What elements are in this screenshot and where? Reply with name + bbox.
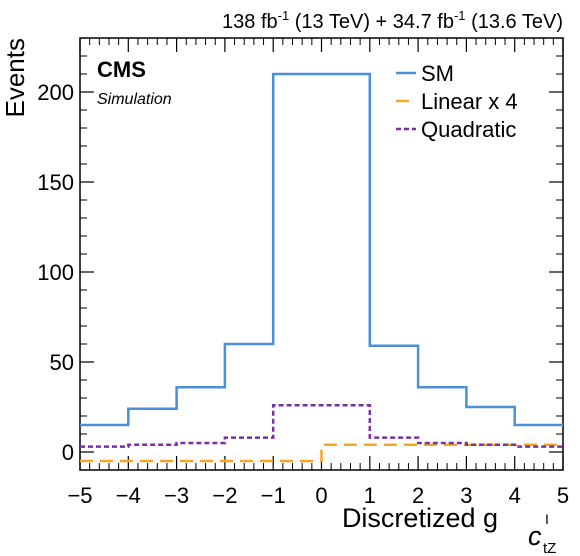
x-tick-label: 1 — [364, 483, 376, 508]
luminosity-header: 138 fb-1 (13 TeV) + 34.7 fb-1 (13.6 TeV) — [222, 8, 563, 33]
legend: SM Linear x 4 Quadratic — [396, 61, 518, 142]
x-tick-label: −2 — [212, 483, 237, 508]
x-tick-labels: −5 −4 −3 −2 −1 0 1 2 3 4 5 — [67, 483, 569, 508]
lumi-run2-value: 138 fb — [222, 11, 278, 33]
y-tick-label: 150 — [37, 170, 74, 195]
series-line-1 — [80, 443, 563, 463]
x-tick-label: −4 — [116, 483, 141, 508]
x-tick-label: 2 — [412, 483, 424, 508]
x-tick-label: −1 — [261, 483, 286, 508]
lumi-run2-sup: -1 — [278, 8, 290, 23]
x-tick-label: −3 — [164, 483, 189, 508]
x-axis-title: Discretized g — [342, 503, 498, 533]
legend-label: Quadratic — [421, 117, 516, 142]
y-axis-title: Events — [0, 38, 30, 118]
legend-label: Linear x 4 — [421, 89, 518, 114]
y-tick-label: 200 — [37, 80, 74, 105]
lumi-run3-sup: -1 — [454, 8, 466, 23]
experiment-label: CMS — [97, 57, 146, 82]
legend-label: SM — [421, 61, 454, 86]
lumi-run2-energy: (13 TeV) + — [289, 11, 393, 33]
lumi-run3-value: 34.7 fb — [393, 11, 454, 33]
series-line-0 — [80, 72, 563, 427]
axis-ticks — [79, 37, 564, 471]
x-axis-title-subsub: tZ — [543, 540, 556, 556]
series-group — [80, 72, 563, 463]
x-tick-label: 4 — [509, 483, 521, 508]
x-axis-title-main: Discretized g — [342, 503, 498, 533]
x-tick-label: 5 — [557, 483, 569, 508]
x-axis-title-sub: c — [528, 521, 542, 551]
x-axis-title-sup: I — [545, 511, 549, 527]
x-tick-label: 3 — [460, 483, 472, 508]
y-tick-label: 100 — [37, 260, 74, 285]
y-tick-labels: 0 50 100 150 200 — [37, 80, 74, 465]
simulation-label: Simulation — [97, 91, 172, 108]
series-line-2 — [80, 403, 563, 448]
lumi-run3-energy: (13.6 TeV) — [466, 11, 563, 33]
y-tick-label: 0 — [62, 440, 74, 465]
y-tick-label: 50 — [50, 350, 74, 375]
x-tick-label: 0 — [315, 483, 327, 508]
x-tick-label: −5 — [67, 483, 92, 508]
